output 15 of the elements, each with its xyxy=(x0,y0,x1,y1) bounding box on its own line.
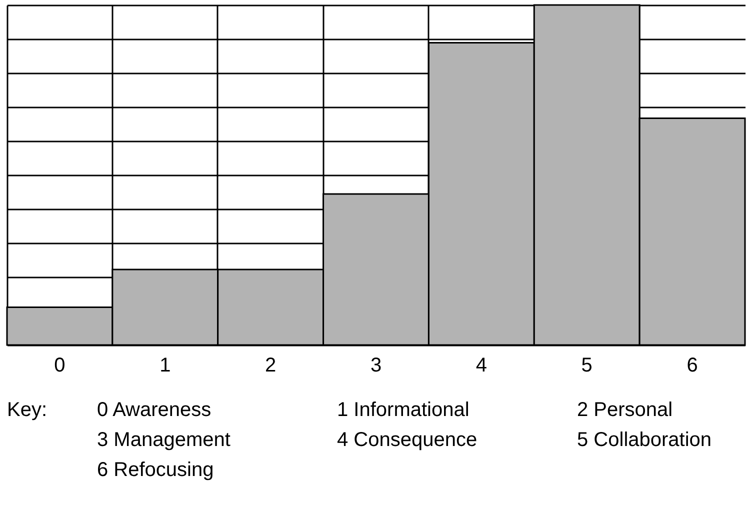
text: 4 Consequence xyxy=(337,429,478,451)
x-tick-label: 3 xyxy=(370,354,382,376)
text: 6 Refocusing xyxy=(97,459,214,481)
x-tick-label: 1 xyxy=(160,354,171,376)
x-tick-label: 5 xyxy=(581,354,592,376)
text: Key: xyxy=(7,399,48,421)
text: 1 Informational xyxy=(337,399,470,421)
text: 3 Management xyxy=(97,429,231,451)
x-tick-label: 4 xyxy=(476,354,487,376)
text: 2 Personal xyxy=(577,399,673,421)
x-tick-label: 2 xyxy=(265,354,276,376)
text: 0 Awareness xyxy=(97,399,212,421)
text: 5 Collaboration xyxy=(577,429,712,451)
x-tick-label: 6 xyxy=(686,354,698,376)
x-tick-label: 0 xyxy=(54,354,66,376)
